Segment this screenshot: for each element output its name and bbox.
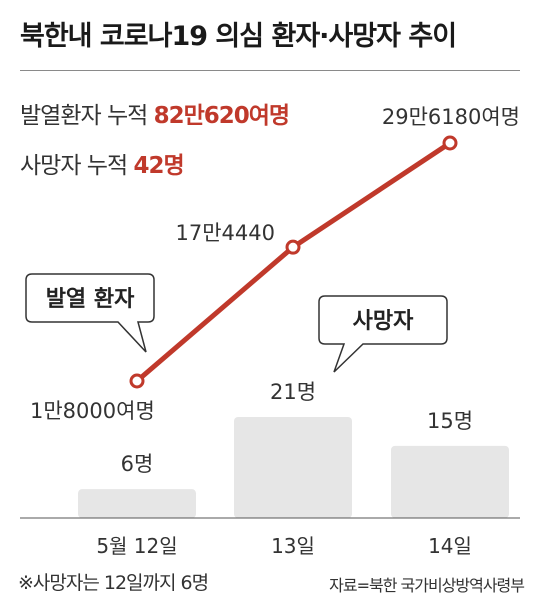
source-credit: 자료=북한 국가비상방역사령부 [329, 576, 525, 595]
death-bar-label-0: 6명 [121, 452, 154, 476]
footnote: ※사망자는 12일까지 6명 [18, 572, 209, 594]
cases-label-0: 1만8000여명 [30, 399, 155, 423]
deaths-summary: 사망자 누적 42명 [20, 146, 185, 180]
x-tick-label-0: 5월 12일 [96, 534, 177, 558]
cases-summary-label: 발열환자 누적 [20, 103, 148, 129]
cases-label-2: 29만6180여명 [382, 105, 520, 129]
cases-line [134, 140, 453, 384]
death-bar-label-2: 15명 [427, 409, 473, 433]
cases-summary-value: 82만620여명 [153, 103, 290, 129]
deaths-summary-value: 42명 [133, 153, 184, 179]
cases-callout-bubble [25, 273, 155, 353]
title-divider [20, 70, 520, 71]
x-tick-label-1: 13일 [271, 534, 315, 558]
death-bar-1 [234, 417, 352, 518]
deaths-summary-label: 사망자 누적 [20, 153, 128, 179]
death-bar-label-1: 21명 [270, 380, 316, 404]
death-bar-0 [78, 489, 196, 518]
cases-label-1: 17만4440 [176, 221, 276, 245]
cases-point-0 [129, 373, 145, 389]
page-title: 북한내 코로나19 의심 환자·사망자 추이 [20, 21, 457, 52]
x-tick-label-2: 14일 [428, 534, 472, 558]
cases-callout-label: 발열 환자 [46, 287, 135, 312]
cases-summary: 발열환자 누적 82만620여명 [20, 96, 290, 130]
deaths-callout-label: 사망자 [353, 309, 414, 334]
death-bar-2 [391, 445, 509, 518]
cases-point-2 [442, 135, 458, 151]
deaths-callout-bubble [318, 295, 448, 373]
cases-point-1 [285, 239, 301, 255]
